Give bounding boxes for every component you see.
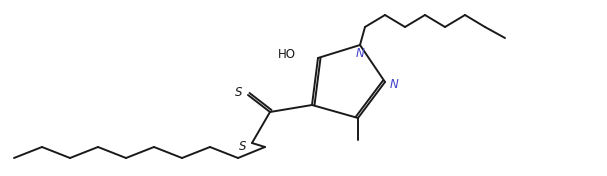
Text: N: N (390, 78, 399, 92)
Text: HO: HO (278, 49, 296, 61)
Text: S: S (239, 140, 246, 153)
Text: S: S (234, 86, 242, 99)
Text: N: N (356, 47, 364, 60)
